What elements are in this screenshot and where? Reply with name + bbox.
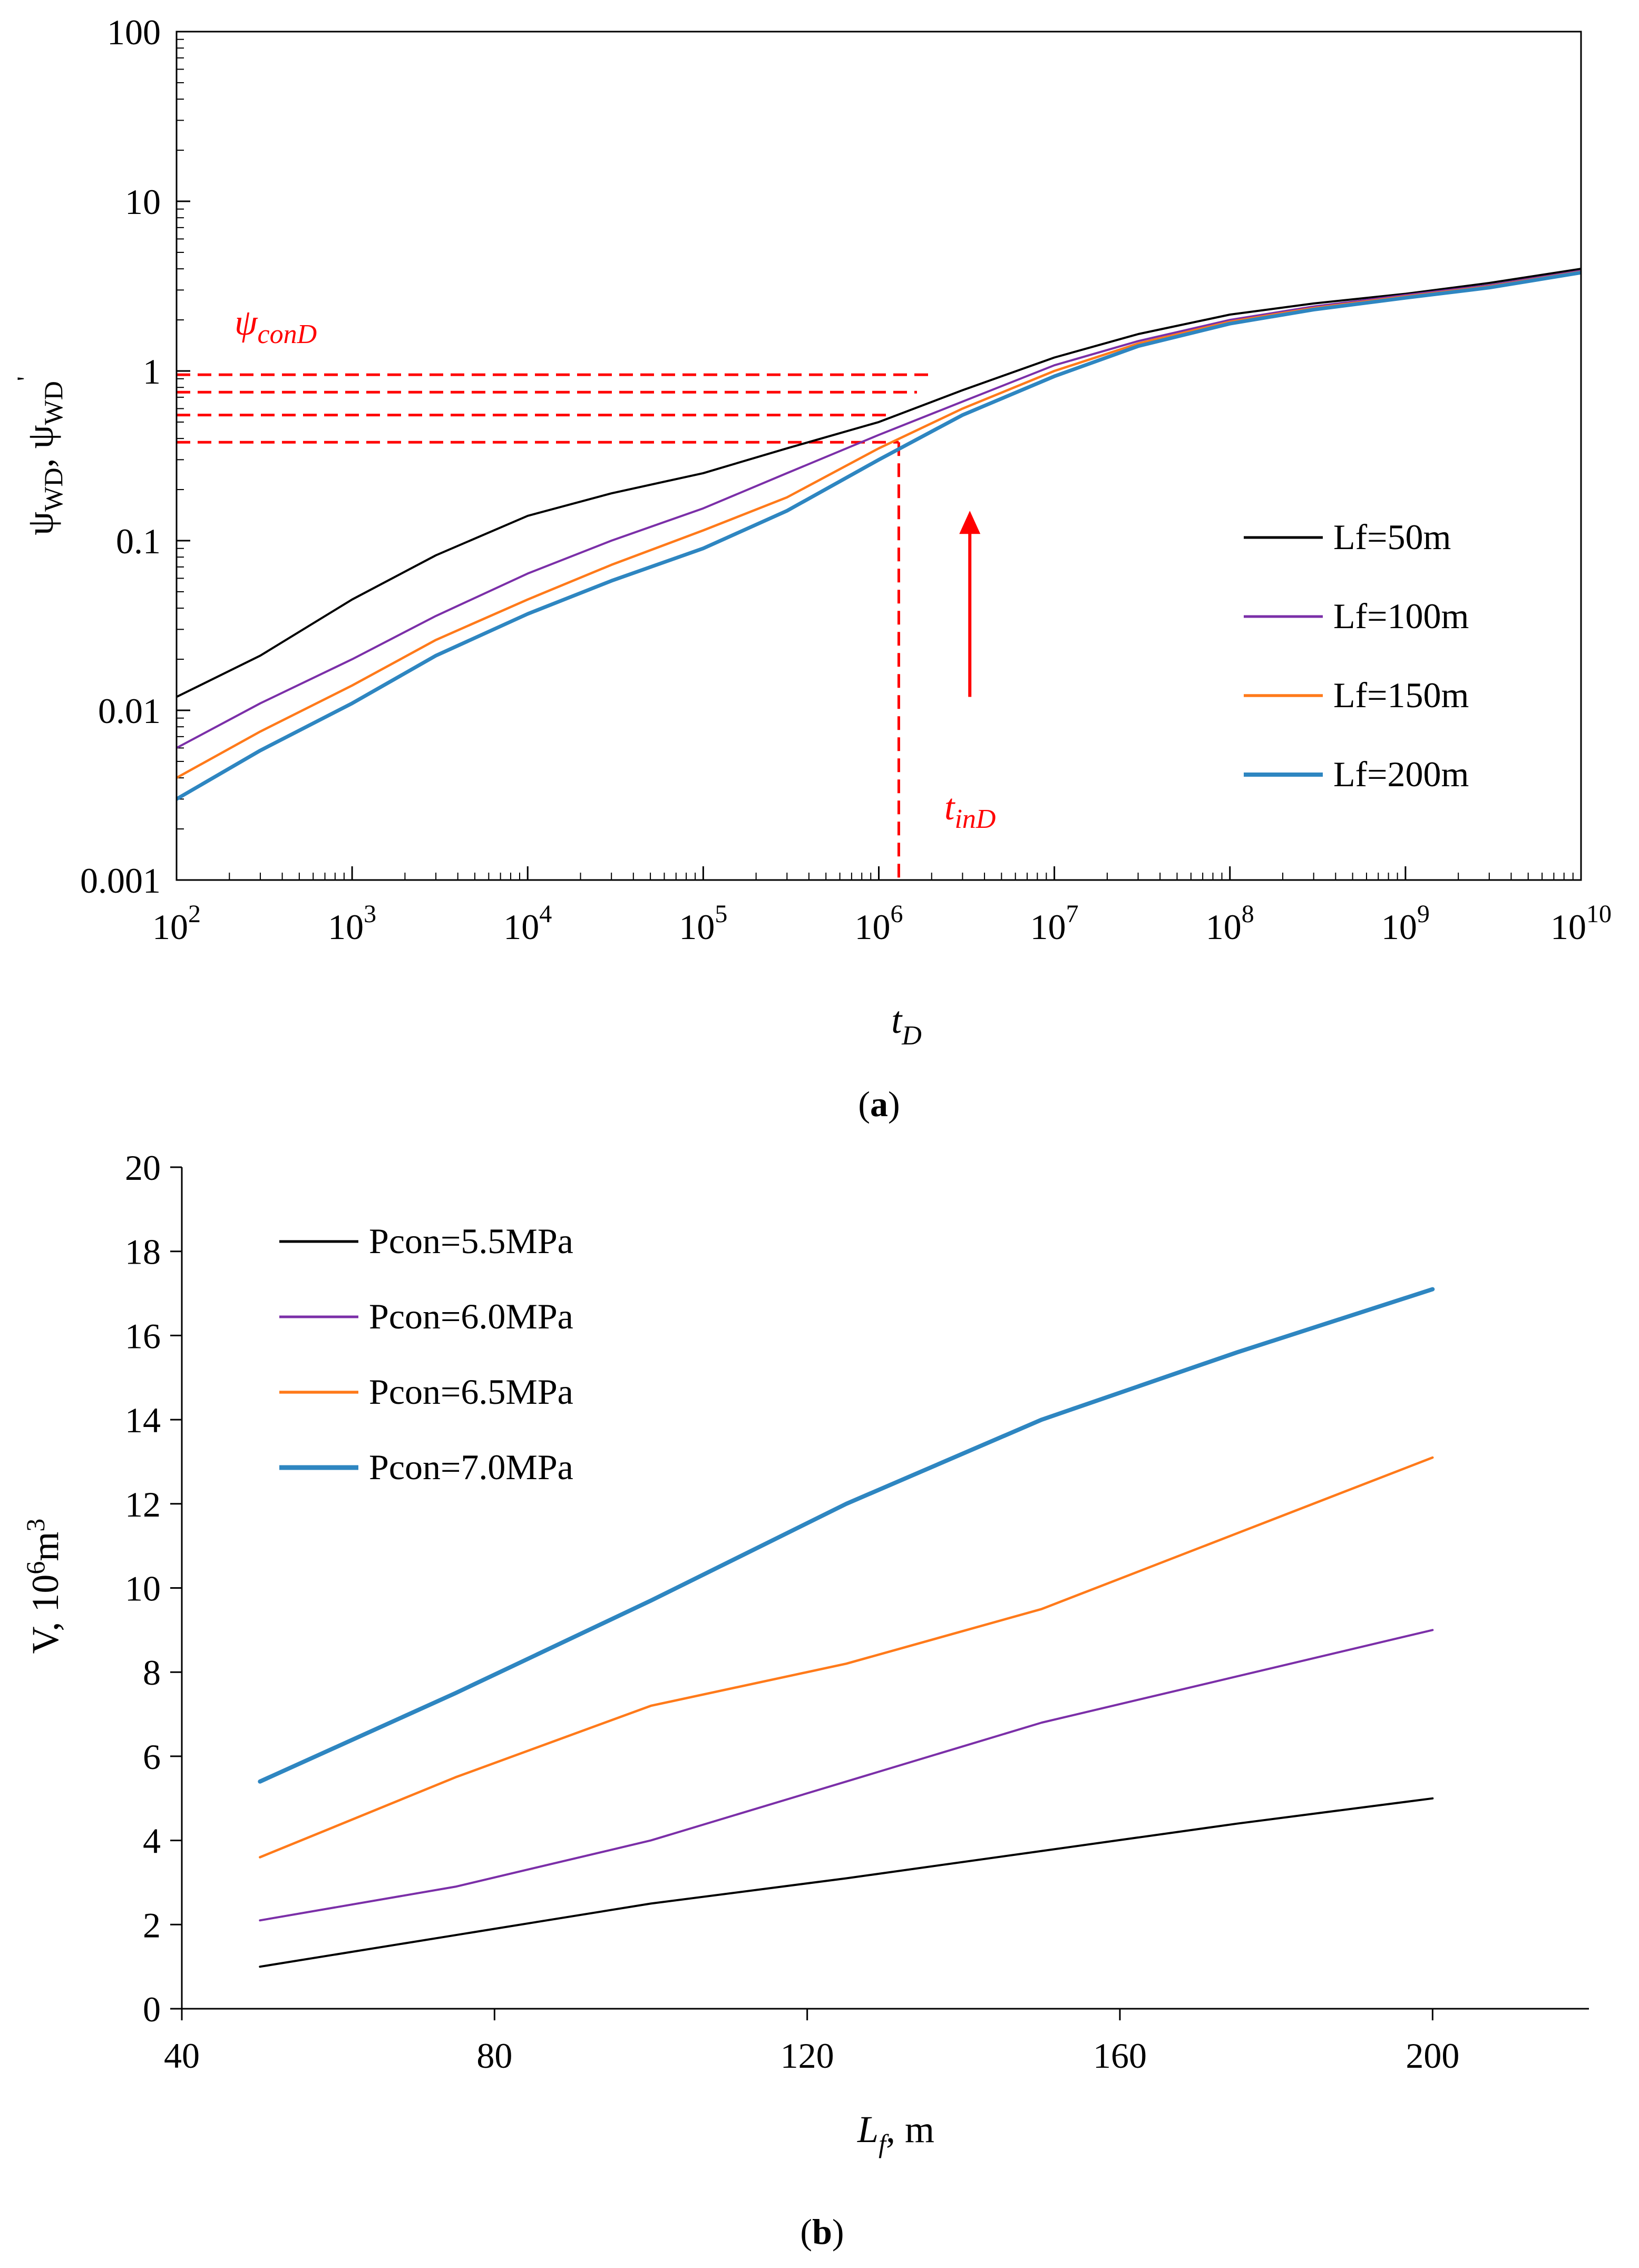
- x-tick-label: 107: [1030, 900, 1079, 947]
- y-tick-label: 0: [143, 1989, 161, 2029]
- panel-a-caption: (a): [858, 1084, 900, 1124]
- legend-label: Lf=100m: [1333, 596, 1469, 636]
- series-line-Lf=100m: [176, 269, 1582, 749]
- panel-a-tick-labels: 102 103 104 105 106 107 108 109 1010 0.001 0.01 0.1…: [80, 12, 1612, 947]
- y-tick-label: 1: [143, 351, 161, 392]
- y-tick-label: 16: [125, 1316, 161, 1356]
- x-tick-label: 160: [1093, 2036, 1147, 2076]
- panel-b-y-axis-label: V, 106m3: [21, 1519, 66, 1654]
- panel-b-series: [258, 1287, 1435, 1968]
- x-tick-label: 80: [476, 2036, 512, 2076]
- y-tick-label: 0.01: [98, 691, 161, 731]
- panel-a-series: [175, 268, 1582, 801]
- panel-b-chart: 40 80 120 160 200 0 2 4 6 8 10 12 14 16 18 20 Pcon=5.5M…: [21, 1148, 1589, 2252]
- x-tick-label: 104: [503, 900, 552, 947]
- y-tick-label: 8: [143, 1653, 161, 1693]
- legend-label: Pcon=6.5MPa: [369, 1372, 573, 1412]
- psi-con-label: ψconD: [235, 302, 317, 349]
- series-line-Lf=50m: [176, 268, 1582, 698]
- panel-a-x-axis-label: tD: [891, 999, 922, 1051]
- panel-a-annotations: ψconD tinD: [177, 302, 996, 880]
- x-tick-label: 102: [152, 900, 201, 947]
- panel-a-y-axis-label: ψWD, ψWD': [11, 376, 68, 535]
- y-tick-label: 0.001: [80, 861, 161, 901]
- legend-label: Pcon=7.0MPa: [369, 1447, 573, 1487]
- series-line-Pcon=7.0MPa: [258, 1287, 1435, 1784]
- series-line-Lf=200m: [175, 270, 1582, 801]
- t-in-label: tinD: [944, 787, 996, 834]
- x-tick-label: 1010: [1550, 900, 1612, 947]
- legend-label: Lf=200m: [1333, 754, 1469, 794]
- legend-label: Pcon=6.0MPa: [369, 1296, 573, 1336]
- panel-b-caption: (b): [800, 2212, 844, 2252]
- series-line-Pcon=5.5MPa: [259, 1797, 1434, 1968]
- y-tick-label: 2: [143, 1905, 161, 1945]
- panel-b-tick-labels: 40 80 120 160 200 0 2 4 6 8 10 12 14 16 18 20: [125, 1148, 1459, 2076]
- y-tick-label: 12: [125, 1484, 161, 1524]
- x-tick-label: 108: [1206, 900, 1254, 947]
- x-tick-label: 40: [164, 2036, 200, 2076]
- legend-label: Pcon=5.5MPa: [369, 1221, 573, 1261]
- legend-label: Lf=50m: [1333, 517, 1451, 557]
- y-tick-label: 18: [125, 1232, 161, 1272]
- y-tick-label: 6: [143, 1737, 161, 1777]
- y-tick-label: 20: [125, 1148, 161, 1188]
- panel-b-x-axis-label: Lf, m: [857, 2108, 934, 2158]
- y-tick-label: 14: [125, 1400, 161, 1440]
- x-tick-label: 109: [1381, 900, 1430, 947]
- legend-label: Lf=150m: [1333, 675, 1469, 715]
- y-tick-label: 10: [125, 1569, 161, 1609]
- x-tick-label: 120: [781, 2036, 834, 2076]
- panel-b-ticks: [170, 1166, 1433, 2020]
- panel-b-legend: Pcon=5.5MPa Pcon=6.0MPa Pcon=6.5MPa Pcon=7.…: [279, 1221, 573, 1487]
- panel-a-plot-frame: [175, 31, 1582, 881]
- x-tick-label: 200: [1406, 2036, 1459, 2076]
- x-tick-label: 103: [328, 900, 376, 947]
- series-line-Pcon=6.5MPa: [259, 1456, 1434, 1859]
- x-tick-label: 105: [679, 900, 727, 947]
- x-tick-label: 106: [855, 900, 903, 947]
- panel-a-legend: Lf=50m Lf=100m Lf=150m Lf=200m: [1244, 517, 1469, 794]
- y-tick-label: 4: [143, 1821, 161, 1861]
- panel-a-chart: ψconD tinD 102 103 104 105 106 107 108 109 1010 0.…: [11, 12, 1612, 1124]
- panel-a-ticks: [175, 31, 1582, 881]
- red-arrow-head: [959, 511, 981, 534]
- y-tick-label: 10: [125, 182, 161, 222]
- panel-b-axes: [181, 1167, 1589, 2010]
- series-line-Pcon=6.0MPa: [259, 1629, 1434, 1922]
- y-tick-label: 0.1: [116, 521, 161, 561]
- y-tick-label: 100: [107, 12, 161, 52]
